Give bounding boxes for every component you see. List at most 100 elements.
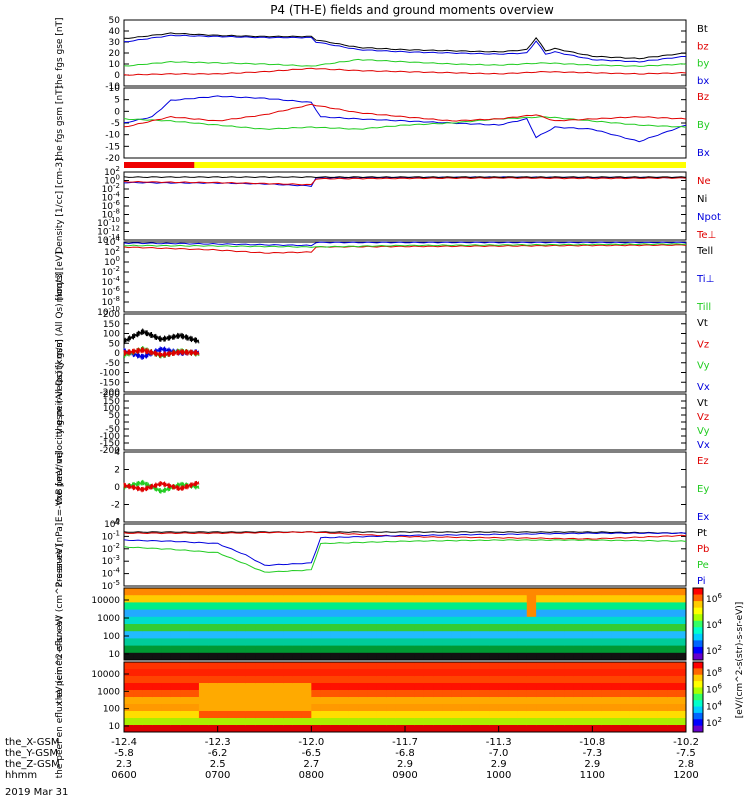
heatmap-cell xyxy=(339,652,350,661)
heatmap-cell xyxy=(292,704,303,712)
heatmap-cell xyxy=(611,609,621,618)
footer-value: -6.8 xyxy=(395,748,415,759)
heatmap-cell xyxy=(395,638,406,647)
heatmap-cell xyxy=(536,704,546,712)
heatmap-cell xyxy=(339,616,350,625)
heatmap-cell xyxy=(648,602,659,611)
heatmap-cell xyxy=(386,631,397,639)
footer-value: -7.5 xyxy=(676,748,696,759)
heatmap-cell xyxy=(142,718,153,726)
y-tick-label: 1000 xyxy=(97,687,120,697)
legend-entry: Vx xyxy=(697,382,710,393)
heatmap-cell xyxy=(405,711,415,719)
heatmap-cell xyxy=(386,616,397,625)
heatmap-cell xyxy=(648,697,659,705)
heatmap-cell xyxy=(386,711,397,719)
heatmap-cell xyxy=(639,638,650,647)
heatmap-cell xyxy=(611,638,621,647)
heatmap-cell xyxy=(217,652,228,661)
heatmap-cell xyxy=(508,718,518,726)
heatmap-cell xyxy=(526,697,537,705)
heatmap-cell xyxy=(536,676,546,684)
heatmap-cell xyxy=(667,595,678,603)
heatmap-cell xyxy=(611,631,621,639)
y-axis-label: the peir velocity gsm (All Qs) [km/s] xyxy=(55,272,65,434)
heatmap-cell xyxy=(208,588,219,596)
heatmap-cell xyxy=(292,711,303,719)
heatmap-cell xyxy=(479,602,490,611)
heatmap-cell xyxy=(367,718,378,726)
heatmap-cell xyxy=(414,645,425,654)
heatmap-cell xyxy=(479,588,490,596)
heatmap-cell xyxy=(330,676,340,684)
heatmap-cell xyxy=(461,631,472,639)
heatmap-cell xyxy=(489,669,500,677)
heatmap-cell xyxy=(292,690,303,698)
heatmap-cell xyxy=(601,631,612,639)
heatmap-cell xyxy=(479,725,490,733)
series-line-bt xyxy=(123,32,686,60)
heatmap-cell xyxy=(283,683,294,691)
heatmap-cell xyxy=(198,588,209,596)
heatmap-cell xyxy=(601,652,612,661)
y-tick-label: 10 xyxy=(109,722,121,732)
heatmap-cell xyxy=(273,631,284,639)
heatmap-cell xyxy=(554,609,565,618)
heatmap-cell xyxy=(414,676,425,684)
heatmap-cell xyxy=(648,662,659,670)
heatmap-cell xyxy=(152,662,162,670)
heatmap-cell xyxy=(236,683,247,691)
heatmap-cell xyxy=(245,602,256,611)
footer-value: -11.3 xyxy=(486,737,512,748)
heatmap-cell xyxy=(442,690,453,698)
heatmap-cell xyxy=(273,624,284,632)
heatmap-cell xyxy=(545,645,556,654)
heatmap-cell xyxy=(376,683,387,691)
heatmap-cell xyxy=(498,704,509,712)
heatmap-cell xyxy=(657,690,668,698)
heatmap-cell xyxy=(311,662,322,670)
heatmap-cell xyxy=(311,669,322,677)
heatmap-cell xyxy=(423,595,434,603)
panel-frame xyxy=(123,523,687,587)
heatmap-cell xyxy=(667,609,678,618)
heatmap-cell xyxy=(592,683,603,691)
heatmap-cell xyxy=(573,662,584,670)
heatmap-cell xyxy=(433,697,443,705)
series-line-pb xyxy=(123,531,687,540)
y-tick-label: -20 xyxy=(105,154,120,164)
heatmap-cell xyxy=(564,690,575,698)
footer-value: 2.3 xyxy=(116,759,132,770)
heatmap-cell xyxy=(442,609,453,618)
heatmap-cell xyxy=(142,662,153,670)
heatmap-cell xyxy=(442,616,453,625)
heatmap-cell xyxy=(311,718,322,726)
heatmap-cell xyxy=(301,690,312,698)
heatmap-cell xyxy=(639,669,650,677)
heatmap-cell xyxy=(433,638,443,647)
heatmap-cell xyxy=(208,718,219,726)
heatmap-cell xyxy=(526,669,537,677)
heatmap-cell xyxy=(170,609,181,618)
heatmap-cell xyxy=(358,616,369,625)
heatmap-cell xyxy=(273,704,284,712)
heatmap-cell xyxy=(423,711,434,719)
heatmap-cell xyxy=(227,609,237,618)
heatmap-cell xyxy=(273,638,284,647)
heatmap-cell xyxy=(592,725,603,733)
heatmap-cell xyxy=(582,609,593,618)
heatmap-cell xyxy=(573,669,584,677)
heatmap-cell xyxy=(283,609,294,618)
heatmap-cell xyxy=(339,595,350,603)
heatmap-cell xyxy=(358,602,369,611)
heatmap-cell xyxy=(180,609,191,618)
heatmap-cell xyxy=(367,669,378,677)
heatmap-cell xyxy=(582,725,593,733)
heatmap-cell xyxy=(133,595,144,603)
heatmap-cell xyxy=(189,683,200,691)
heatmap-cell xyxy=(470,609,481,618)
heatmap-cell xyxy=(554,652,565,661)
heatmap-cell xyxy=(189,690,200,698)
series-line-vz xyxy=(123,347,200,358)
heatmap-cell xyxy=(451,624,462,632)
